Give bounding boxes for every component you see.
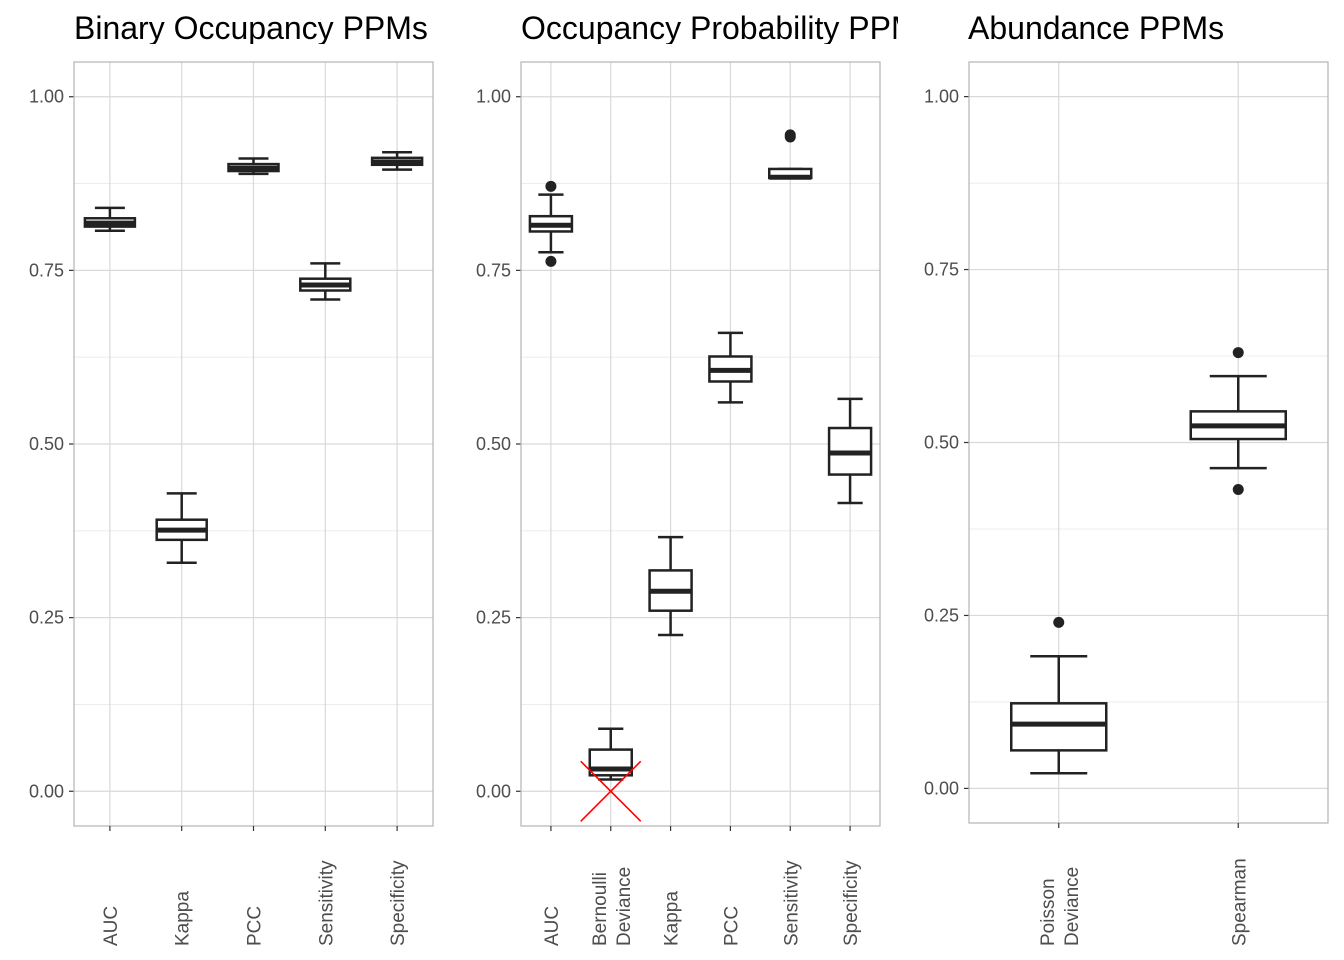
box-pcc: [708, 331, 753, 404]
y-tick-label: 1.00: [924, 87, 959, 107]
x-tick-label: Poisson Deviance: [1038, 867, 1083, 946]
box-auc: [83, 206, 137, 233]
outlier-point: [784, 129, 796, 141]
panel-3-title: Abundance PPMs: [968, 12, 1225, 44]
x-tick-label: Specificity: [388, 860, 409, 946]
outlier-point: [1053, 616, 1065, 628]
y-tick-label: 0.25: [924, 605, 959, 625]
box-kappa: [648, 535, 693, 637]
y-tick-label: 0.75: [476, 260, 511, 280]
y-tick-label: 1.00: [476, 87, 511, 107]
y-tick-label: 1.00: [29, 87, 64, 107]
x-tick-label: AUC: [101, 906, 122, 946]
box-pcc: [227, 157, 280, 176]
box-kappa: [155, 492, 208, 565]
y-tick-label: 0.00: [924, 778, 959, 798]
x-tick-label: Sensitivity: [316, 860, 337, 946]
box-sensitivity: [768, 129, 813, 180]
panel-2-title: Occupancy Probability PPMs: [521, 12, 898, 44]
x-tick-label: Kappa: [173, 891, 194, 946]
x-tick-label: PCC: [245, 906, 266, 946]
panel-1-title: Binary Occupancy PPMs: [74, 12, 428, 44]
y-tick-label: 0.00: [476, 781, 511, 801]
panel-border: [520, 61, 881, 827]
red-cross-line: [580, 760, 642, 822]
y-tick-label: 0.75: [29, 260, 64, 280]
y-tick-label: 0.50: [29, 434, 64, 454]
x-tick-label: Specificity: [841, 860, 862, 946]
panel-3: 0.00 0.25 0.50 0.75 1.00 Poisson Deviance Spear…: [924, 61, 1329, 946]
panel-2: 0.00 0.25 0.50 0.75 1.00 AUC Bernoulli Deviance…: [476, 61, 881, 946]
y-tick-label: 0.50: [476, 434, 511, 454]
panel-1: 0.00 0.25 0.50 0.75 1.00 AUC Kappa PCC Sensitivi…: [29, 61, 434, 946]
outlier-point: [545, 255, 557, 267]
box-iqr: [1010, 702, 1108, 752]
x-tick-label: Kappa: [662, 891, 683, 946]
outlier-point: [1232, 347, 1244, 359]
y-tick-label: 0.25: [476, 608, 511, 628]
box-sensitivity: [299, 262, 352, 301]
outlier-point: [545, 180, 557, 192]
box-specificity: [827, 397, 873, 505]
panel-border: [968, 61, 1329, 824]
y-tick-label: 0.00: [29, 781, 64, 801]
x-tick-label: PCC: [721, 906, 742, 946]
box-poisson-deviance: [1010, 616, 1108, 775]
outlier-point: [1232, 484, 1244, 496]
x-tick-label: AUC: [542, 906, 563, 946]
box-specificity: [370, 151, 424, 171]
box-bernoulli-deviance: [588, 727, 633, 781]
x-tick-label: Bernoulli Deviance: [590, 867, 635, 946]
x-tick-label: Sensitivity: [781, 860, 802, 946]
box-auc: [528, 180, 574, 267]
y-tick-label: 0.75: [924, 260, 959, 280]
y-tick-label: 0.25: [29, 608, 64, 628]
box-spearman: [1189, 347, 1287, 496]
x-tick-label: Spearman: [1229, 858, 1250, 946]
y-tick-label: 0.50: [924, 433, 959, 453]
